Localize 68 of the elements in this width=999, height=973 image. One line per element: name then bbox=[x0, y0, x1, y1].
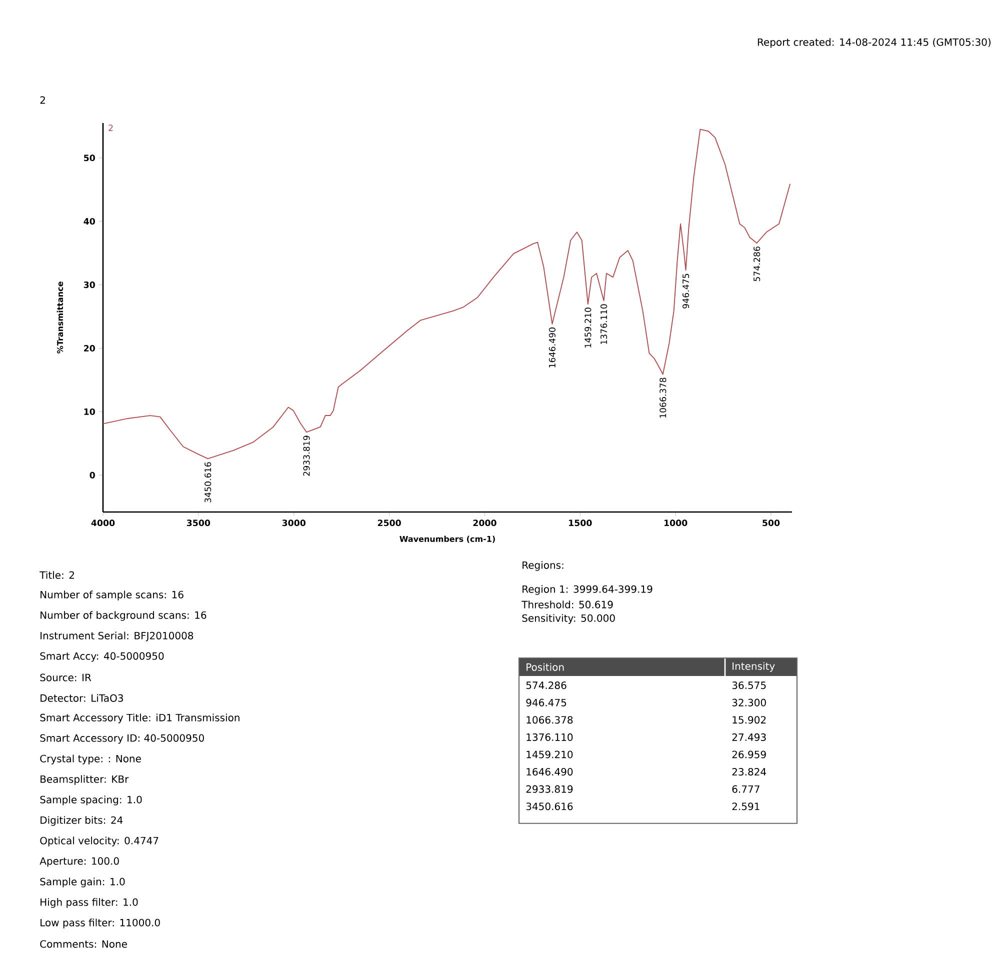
text: Intensity bbox=[732, 662, 775, 672]
text: High pass filter: 1.0 bbox=[40, 898, 138, 908]
text: Detector: LiTaO3 bbox=[40, 694, 123, 702]
text: 1646.490 bbox=[526, 768, 573, 776]
x-axis-title: Wavenumbers (cm-1) bbox=[400, 536, 495, 543]
y-tick-label: 0 bbox=[90, 472, 95, 478]
text: 2.591 bbox=[732, 802, 760, 810]
y-tick-label: 50 bbox=[84, 154, 95, 162]
chart-title: 2 bbox=[40, 96, 45, 104]
y-tick-label: 40 bbox=[84, 218, 95, 225]
text: 1459.210 bbox=[526, 750, 573, 758]
annotation: 2933.819 bbox=[303, 436, 310, 476]
annotation: 3450.616 bbox=[204, 462, 212, 502]
annotation: 946.475 bbox=[682, 274, 690, 308]
text: 32.300 bbox=[732, 698, 766, 706]
text: 6.777 bbox=[732, 785, 760, 793]
text: Sample gain: 1.0 bbox=[40, 878, 125, 888]
x-tick-label: 3500 bbox=[186, 520, 210, 526]
text: Regions: bbox=[522, 561, 564, 571]
text: Beamsplitter: KBr bbox=[40, 775, 129, 785]
text: 1066.378 bbox=[526, 716, 573, 724]
text: Sensitivity: 50.000 bbox=[522, 614, 615, 624]
text: Low pass filter: 11000.0 bbox=[40, 918, 160, 928]
text: Region 1: 3999.64-399.19 bbox=[522, 585, 652, 595]
text: Threshold: 50.619 bbox=[522, 600, 613, 608]
text: 26.959 bbox=[732, 750, 766, 758]
annotation: 1646.490 bbox=[548, 328, 556, 368]
y-axis-title: %Transmittance bbox=[56, 282, 64, 354]
x-tick-label: 3000 bbox=[282, 520, 306, 526]
text: Digitizer bits: 24 bbox=[40, 816, 123, 826]
text: Aperture: 100.0 bbox=[40, 857, 119, 867]
text: Crystal type: : None bbox=[40, 754, 141, 764]
text: Comments: None bbox=[40, 940, 127, 948]
text: Smart Accessory ID: 40-5000950 bbox=[40, 734, 204, 744]
annotation: 574.286 bbox=[754, 246, 760, 282]
x-tick-label: 2000 bbox=[473, 520, 496, 526]
text: Smart Accessory Title: iD1 Transmission bbox=[40, 714, 240, 724]
x-tick-label: 1500 bbox=[569, 520, 592, 526]
text: 3450.616 bbox=[526, 802, 573, 810]
x-tick-label: 4000 bbox=[91, 520, 115, 526]
annotation: 1066.378 bbox=[660, 378, 666, 418]
annotation: 1459.210 bbox=[584, 308, 592, 348]
text: 36.575 bbox=[732, 681, 766, 690]
y-tick-label: 20 bbox=[84, 344, 95, 352]
text: Sample spacing: 1.0 bbox=[40, 796, 142, 806]
x-tick-label: 500 bbox=[762, 520, 780, 526]
text: Instrument Serial: BFJ2010008 bbox=[40, 632, 194, 642]
text: 946.475 bbox=[526, 698, 566, 706]
annotation: 1376.110 bbox=[600, 304, 608, 344]
text: Smart Accy: 40-5000950 bbox=[40, 652, 164, 662]
text: Number of background scans: 16 bbox=[40, 611, 206, 621]
text: 27.493 bbox=[732, 733, 766, 741]
text: 2933.819 bbox=[526, 785, 573, 793]
text: Position bbox=[526, 663, 564, 671]
y-tick-label: 30 bbox=[84, 282, 95, 288]
text: 1376.110 bbox=[526, 733, 573, 741]
text: Title: 2 bbox=[40, 571, 74, 579]
source-note: Source: IR bbox=[40, 674, 92, 682]
text: Optical velocity: 0.4747 bbox=[40, 836, 158, 846]
text: 574.286 bbox=[526, 681, 566, 690]
text: 2 bbox=[108, 124, 113, 132]
text: 15.902 bbox=[732, 716, 766, 724]
text: Number of sample scans: 16 bbox=[40, 590, 184, 600]
x-tick-label: 1000 bbox=[664, 520, 688, 526]
y-tick-label: 10 bbox=[84, 408, 95, 415]
x-tick-label: 2500 bbox=[378, 520, 401, 526]
text: Report created: 14-08-2024 11:45 (GMT05:30) bbox=[758, 38, 991, 48]
text: 23.824 bbox=[732, 768, 766, 776]
